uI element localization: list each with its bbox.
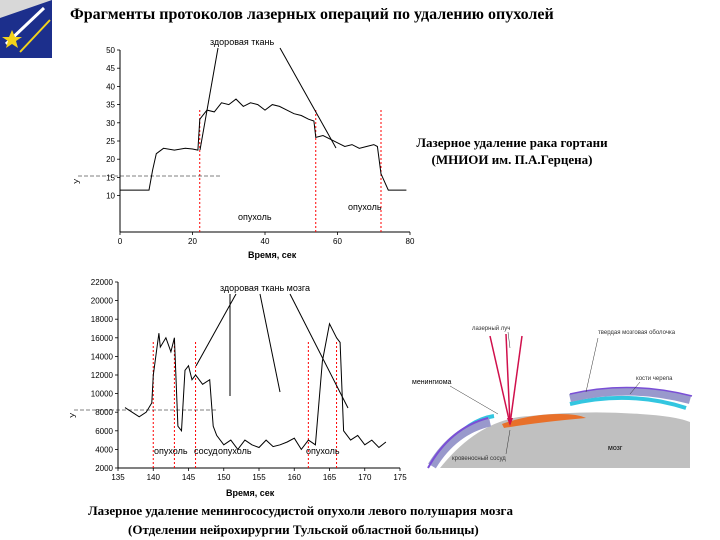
chart2-ytick-label: 4000 (95, 445, 113, 454)
chart1-ytick-label: 45 (106, 64, 115, 73)
chart2-annotation-healthy-brain: здоровая ткань мозга (220, 283, 310, 293)
chart2-ticks: 2000 4000 6000 8000 10000 12000 14000 16000 1800… (91, 278, 407, 482)
chart1-ytick-label: 10 (106, 192, 115, 201)
chart1-annotation-tumor-1: опухоль (238, 212, 272, 222)
chart2-xtick-label: 170 (358, 473, 372, 482)
chart2-ytick-label: 20000 (91, 297, 114, 306)
chart1-xtick-label: 80 (406, 237, 415, 246)
chart2-xtick-label: 140 (147, 473, 161, 482)
chart2-arrow (195, 293, 237, 367)
chart2-annotation-tumor-2: опухоль (218, 446, 252, 456)
label-vessel: кровеносный сосуд (452, 455, 506, 462)
chart1-arrow (199, 47, 219, 151)
label-laser-beam: лазерный луч (472, 325, 510, 332)
chart2-ytick-label: 14000 (91, 352, 114, 361)
chart2-ytick-label: 16000 (91, 334, 114, 343)
chart2-arrow (289, 293, 349, 409)
chart2-xtick-label: 135 (111, 473, 125, 482)
chart1-ytick-label: 20 (106, 155, 115, 164)
chart1-ytick-label: 35 (106, 101, 115, 110)
chart1-ytick-label: 15 (106, 173, 115, 182)
chart2-xtick-label: 175 (393, 473, 407, 482)
chart1-xtick-label: 20 (188, 237, 197, 246)
chart2-ytick-label: 8000 (95, 408, 113, 417)
chart1-xtick-label: 60 (333, 237, 342, 246)
page-title: Фрагменты протоколов лазерных операций п… (70, 6, 554, 23)
skull-right (569, 387, 692, 404)
chart2-xtick-label: 150 (217, 473, 231, 482)
chart2-series-line (124, 322, 387, 451)
laser-beam-line (505, 333, 511, 425)
chart1-caption: Лазерное удаление рака гортани (МНИОИ им… (416, 135, 608, 167)
chart2-arrow (259, 293, 281, 393)
chart2-ytick-label: 18000 (91, 315, 114, 324)
meningioma-surgery-diagram: лазерный луч твердая мозговая оболочка м… (412, 325, 693, 469)
chart2-annotation-tumor-3: опухоль (306, 446, 340, 456)
laser-beam-line (509, 335, 523, 425)
laser-beam-line (489, 335, 511, 425)
chart1-xtick-label: 0 (118, 237, 123, 246)
label-leader (629, 381, 641, 395)
chart2-ylabel-strikeout: У (69, 412, 78, 418)
chart2-ytick-label: 10000 (91, 390, 114, 399)
skull-left-edge (427, 417, 489, 469)
chart2-caption-line1: Лазерное удаление менингососудистой опух… (88, 503, 513, 518)
chart1-ytick-label: 40 (106, 82, 115, 91)
chart2-markers (152, 342, 338, 468)
chart2-axes (117, 282, 400, 469)
chart2-annotation-tumor-1: опухоль (154, 446, 188, 456)
chart1-ytick-label: 30 (106, 119, 115, 128)
laser-arrowhead (507, 418, 513, 426)
chart1-annotation-healthy: здоровая ткань (210, 37, 274, 47)
skull-right-edge (569, 386, 693, 397)
tumor-shape (502, 414, 586, 428)
chart1-arrow (279, 47, 337, 149)
chart1-annotation-tumor-2: опухоль (348, 202, 382, 212)
chart2-ytick-label: 22000 (91, 278, 114, 287)
chart2-xtick-label: 145 (182, 473, 196, 482)
chart1-series-line (120, 98, 407, 191)
chart2-xlabel: Время, сек (226, 488, 275, 498)
chart2-xtick-label: 165 (323, 473, 337, 482)
laser-meningioma-chart: 2000 4000 6000 8000 10000 12000 14000 16000 1800… (69, 278, 407, 498)
chart2-ytick-label: 2000 (95, 464, 113, 473)
label-leader (585, 337, 599, 393)
chart1-markers (199, 110, 382, 232)
chart2-caption-line2: (Отделении нейрохирургии Тульской област… (128, 522, 479, 537)
chart2-annotation-vessel: сосуд (194, 446, 218, 456)
chart1-xtick-label: 40 (261, 237, 270, 246)
chart2-xtick-label: 155 (252, 473, 266, 482)
chart1-ytick-label: 50 (106, 46, 115, 55)
laser-larynx-chart: 10 15 20 25 30 35 40 45 50 0 20 40 60 80 здоровая тка… (73, 37, 415, 260)
chart1-ytick-label: 25 (106, 137, 115, 146)
label-skull: кости черепа (636, 376, 673, 382)
label-leader (507, 331, 511, 349)
label-leader (449, 385, 499, 415)
label-brain: мозг (608, 445, 623, 452)
skull-left (428, 417, 492, 469)
chart1-ylabel-strikeout: У (73, 178, 82, 184)
label-meningioma: менингиома (412, 379, 452, 386)
chart2-ytick-label: 12000 (91, 371, 114, 380)
chart2-ytick-label: 6000 (95, 427, 113, 436)
institution-logo-icon (0, 0, 52, 58)
chart2-xtick-label: 160 (288, 473, 302, 482)
brain-shape (440, 412, 690, 468)
chart1-xlabel: Время, сек (248, 250, 297, 260)
dura-right (569, 395, 687, 410)
label-dura: твердая мозговая оболочка (598, 330, 676, 336)
label-leader (505, 429, 511, 455)
chart1-ticks: 10 15 20 25 30 35 40 45 50 0 20 40 60 80 (106, 46, 415, 246)
